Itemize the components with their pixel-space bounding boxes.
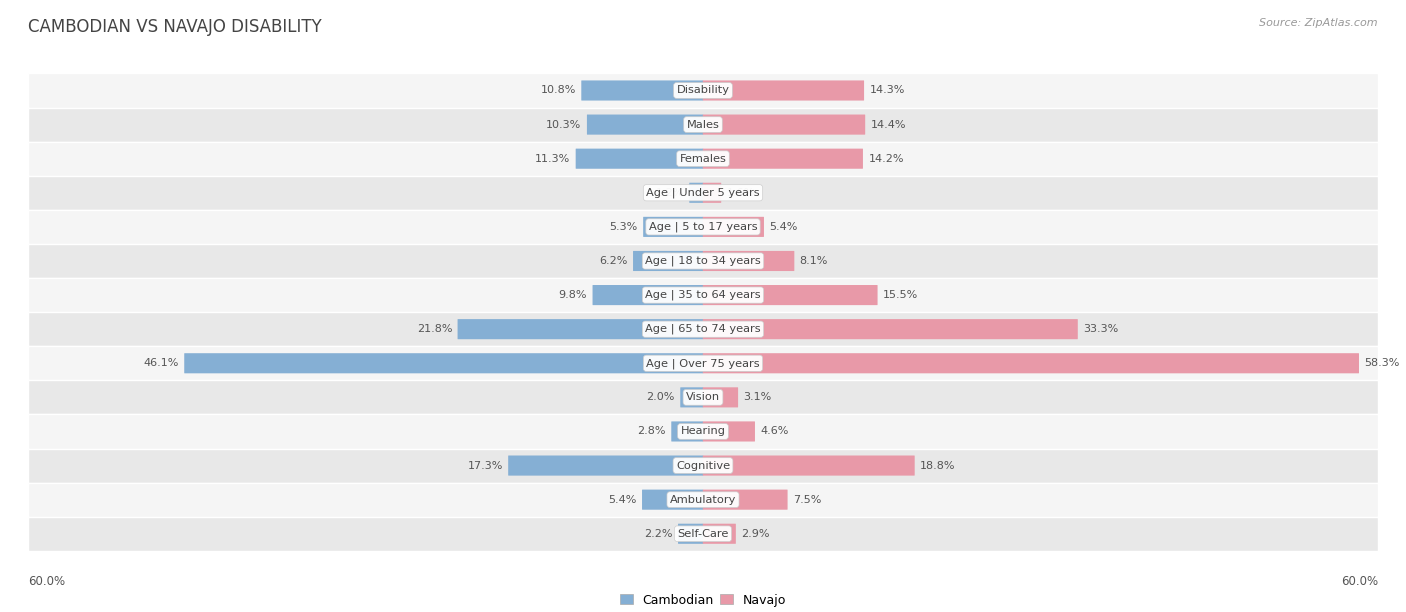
Text: 15.5%: 15.5% bbox=[883, 290, 918, 300]
Legend: Cambodian, Navajo: Cambodian, Navajo bbox=[620, 594, 786, 606]
Text: 2.9%: 2.9% bbox=[741, 529, 769, 539]
FancyBboxPatch shape bbox=[28, 380, 1378, 414]
Text: Cognitive: Cognitive bbox=[676, 461, 730, 471]
FancyBboxPatch shape bbox=[703, 114, 865, 135]
FancyBboxPatch shape bbox=[28, 483, 1378, 517]
Text: 21.8%: 21.8% bbox=[416, 324, 453, 334]
Text: 17.3%: 17.3% bbox=[467, 461, 503, 471]
Text: Age | Over 75 years: Age | Over 75 years bbox=[647, 358, 759, 368]
FancyBboxPatch shape bbox=[681, 387, 703, 408]
Text: Ambulatory: Ambulatory bbox=[669, 494, 737, 505]
FancyBboxPatch shape bbox=[457, 319, 703, 339]
Text: 9.8%: 9.8% bbox=[558, 290, 588, 300]
Text: Age | Under 5 years: Age | Under 5 years bbox=[647, 187, 759, 198]
Text: 33.3%: 33.3% bbox=[1083, 324, 1118, 334]
FancyBboxPatch shape bbox=[28, 449, 1378, 483]
FancyBboxPatch shape bbox=[703, 490, 787, 510]
Text: Age | 5 to 17 years: Age | 5 to 17 years bbox=[648, 222, 758, 232]
FancyBboxPatch shape bbox=[703, 422, 755, 441]
Text: Self-Care: Self-Care bbox=[678, 529, 728, 539]
Text: 8.1%: 8.1% bbox=[800, 256, 828, 266]
FancyBboxPatch shape bbox=[508, 455, 703, 476]
Text: 6.2%: 6.2% bbox=[599, 256, 627, 266]
Text: 7.5%: 7.5% bbox=[793, 494, 821, 505]
Text: 1.6%: 1.6% bbox=[727, 188, 755, 198]
FancyBboxPatch shape bbox=[575, 149, 703, 169]
FancyBboxPatch shape bbox=[581, 80, 703, 100]
Text: 4.6%: 4.6% bbox=[761, 427, 789, 436]
Text: Age | 65 to 74 years: Age | 65 to 74 years bbox=[645, 324, 761, 334]
FancyBboxPatch shape bbox=[28, 210, 1378, 244]
Text: Age | 18 to 34 years: Age | 18 to 34 years bbox=[645, 256, 761, 266]
Text: 60.0%: 60.0% bbox=[1341, 575, 1378, 588]
FancyBboxPatch shape bbox=[28, 141, 1378, 176]
FancyBboxPatch shape bbox=[592, 285, 703, 305]
FancyBboxPatch shape bbox=[671, 422, 703, 441]
FancyBboxPatch shape bbox=[689, 183, 703, 203]
Text: 46.1%: 46.1% bbox=[143, 358, 179, 368]
Text: 1.2%: 1.2% bbox=[655, 188, 683, 198]
Text: 2.2%: 2.2% bbox=[644, 529, 672, 539]
FancyBboxPatch shape bbox=[703, 183, 721, 203]
FancyBboxPatch shape bbox=[28, 176, 1378, 210]
Text: Hearing: Hearing bbox=[681, 427, 725, 436]
Text: 2.0%: 2.0% bbox=[647, 392, 675, 402]
Text: 2.8%: 2.8% bbox=[637, 427, 666, 436]
FancyBboxPatch shape bbox=[703, 285, 877, 305]
FancyBboxPatch shape bbox=[586, 114, 703, 135]
FancyBboxPatch shape bbox=[703, 524, 735, 544]
Text: 5.3%: 5.3% bbox=[610, 222, 638, 232]
Text: 11.3%: 11.3% bbox=[536, 154, 571, 163]
FancyBboxPatch shape bbox=[703, 149, 863, 169]
Text: 18.8%: 18.8% bbox=[920, 461, 956, 471]
Text: 14.3%: 14.3% bbox=[869, 86, 905, 95]
FancyBboxPatch shape bbox=[28, 244, 1378, 278]
FancyBboxPatch shape bbox=[703, 319, 1078, 339]
Text: Source: ZipAtlas.com: Source: ZipAtlas.com bbox=[1260, 18, 1378, 28]
FancyBboxPatch shape bbox=[184, 353, 703, 373]
Text: 10.3%: 10.3% bbox=[547, 119, 582, 130]
Text: Disability: Disability bbox=[676, 86, 730, 95]
Text: 5.4%: 5.4% bbox=[769, 222, 797, 232]
Text: 14.4%: 14.4% bbox=[870, 119, 905, 130]
Text: Males: Males bbox=[686, 119, 720, 130]
FancyBboxPatch shape bbox=[703, 353, 1360, 373]
Text: 60.0%: 60.0% bbox=[28, 575, 65, 588]
FancyBboxPatch shape bbox=[28, 414, 1378, 449]
FancyBboxPatch shape bbox=[28, 517, 1378, 551]
FancyBboxPatch shape bbox=[28, 278, 1378, 312]
FancyBboxPatch shape bbox=[703, 80, 865, 100]
FancyBboxPatch shape bbox=[643, 217, 703, 237]
Text: Vision: Vision bbox=[686, 392, 720, 402]
Text: Age | 35 to 64 years: Age | 35 to 64 years bbox=[645, 290, 761, 300]
FancyBboxPatch shape bbox=[643, 490, 703, 510]
FancyBboxPatch shape bbox=[633, 251, 703, 271]
Text: 3.1%: 3.1% bbox=[744, 392, 772, 402]
FancyBboxPatch shape bbox=[703, 251, 794, 271]
FancyBboxPatch shape bbox=[703, 455, 915, 476]
Text: 10.8%: 10.8% bbox=[540, 86, 576, 95]
Text: 58.3%: 58.3% bbox=[1364, 358, 1400, 368]
FancyBboxPatch shape bbox=[703, 217, 763, 237]
Text: 14.2%: 14.2% bbox=[869, 154, 904, 163]
FancyBboxPatch shape bbox=[678, 524, 703, 544]
Text: 5.4%: 5.4% bbox=[609, 494, 637, 505]
FancyBboxPatch shape bbox=[28, 108, 1378, 141]
FancyBboxPatch shape bbox=[703, 387, 738, 408]
Text: CAMBODIAN VS NAVAJO DISABILITY: CAMBODIAN VS NAVAJO DISABILITY bbox=[28, 18, 322, 36]
FancyBboxPatch shape bbox=[28, 346, 1378, 380]
FancyBboxPatch shape bbox=[28, 73, 1378, 108]
Text: Females: Females bbox=[679, 154, 727, 163]
FancyBboxPatch shape bbox=[28, 312, 1378, 346]
